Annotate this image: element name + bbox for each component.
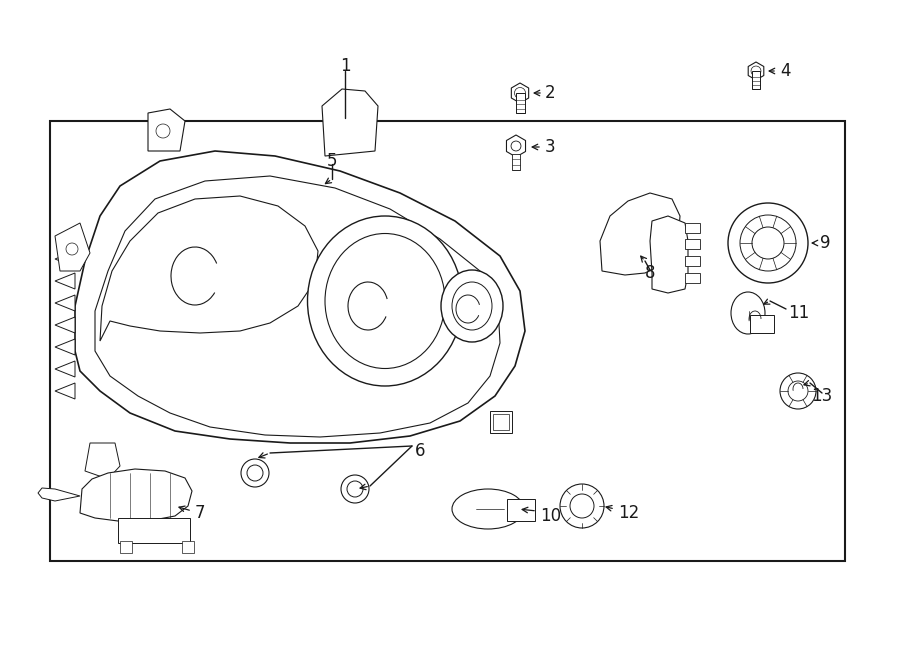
Ellipse shape — [452, 489, 524, 529]
Polygon shape — [75, 151, 525, 443]
Text: 10: 10 — [540, 507, 561, 525]
Bar — [685, 273, 700, 283]
Circle shape — [66, 243, 78, 255]
Polygon shape — [80, 469, 192, 521]
Ellipse shape — [308, 216, 463, 386]
Polygon shape — [55, 383, 75, 399]
Polygon shape — [100, 196, 318, 341]
Text: 13: 13 — [812, 387, 833, 405]
Text: 8: 8 — [644, 264, 655, 282]
Text: 7: 7 — [195, 504, 205, 522]
Polygon shape — [55, 317, 75, 333]
Polygon shape — [55, 223, 90, 271]
Bar — [507, 499, 535, 521]
Circle shape — [751, 66, 761, 76]
Circle shape — [560, 484, 604, 528]
Circle shape — [247, 465, 263, 481]
Bar — [752, 71, 760, 89]
Circle shape — [570, 494, 594, 518]
Circle shape — [740, 215, 796, 271]
Circle shape — [511, 141, 521, 151]
Polygon shape — [85, 443, 120, 479]
Circle shape — [347, 481, 363, 497]
Polygon shape — [507, 135, 526, 157]
Circle shape — [728, 203, 808, 283]
Bar — [490, 411, 512, 433]
Polygon shape — [511, 83, 528, 103]
Circle shape — [788, 381, 808, 401]
Circle shape — [752, 227, 784, 259]
Polygon shape — [55, 273, 75, 289]
Ellipse shape — [325, 233, 445, 368]
Text: 12: 12 — [618, 504, 639, 522]
Text: 4: 4 — [780, 62, 790, 80]
Polygon shape — [650, 216, 688, 293]
Text: 11: 11 — [788, 304, 809, 322]
Circle shape — [515, 87, 526, 98]
Polygon shape — [55, 361, 75, 377]
Bar — [120, 541, 132, 553]
Polygon shape — [55, 251, 75, 267]
Text: 3: 3 — [545, 138, 555, 156]
Ellipse shape — [452, 282, 492, 330]
Text: 6: 6 — [415, 442, 426, 460]
Bar — [493, 414, 509, 430]
Polygon shape — [322, 89, 378, 156]
Polygon shape — [55, 339, 75, 355]
Bar — [512, 154, 520, 170]
Bar — [50, 121, 845, 561]
Text: 5: 5 — [327, 152, 338, 170]
Polygon shape — [600, 193, 680, 275]
Bar — [182, 541, 194, 553]
Circle shape — [241, 459, 269, 487]
Text: 9: 9 — [820, 234, 831, 252]
Text: 2: 2 — [545, 84, 555, 102]
Bar — [750, 315, 774, 333]
Bar — [118, 518, 190, 543]
Polygon shape — [148, 109, 185, 151]
Bar — [516, 93, 525, 113]
Polygon shape — [38, 488, 80, 501]
Bar — [685, 256, 700, 266]
Circle shape — [341, 475, 369, 503]
Ellipse shape — [731, 292, 765, 334]
Polygon shape — [55, 295, 75, 311]
Ellipse shape — [441, 270, 503, 342]
Circle shape — [156, 124, 170, 138]
Bar — [685, 223, 700, 233]
Polygon shape — [748, 62, 764, 80]
Text: 1: 1 — [339, 57, 350, 75]
Circle shape — [780, 373, 816, 409]
Bar — [685, 239, 700, 249]
